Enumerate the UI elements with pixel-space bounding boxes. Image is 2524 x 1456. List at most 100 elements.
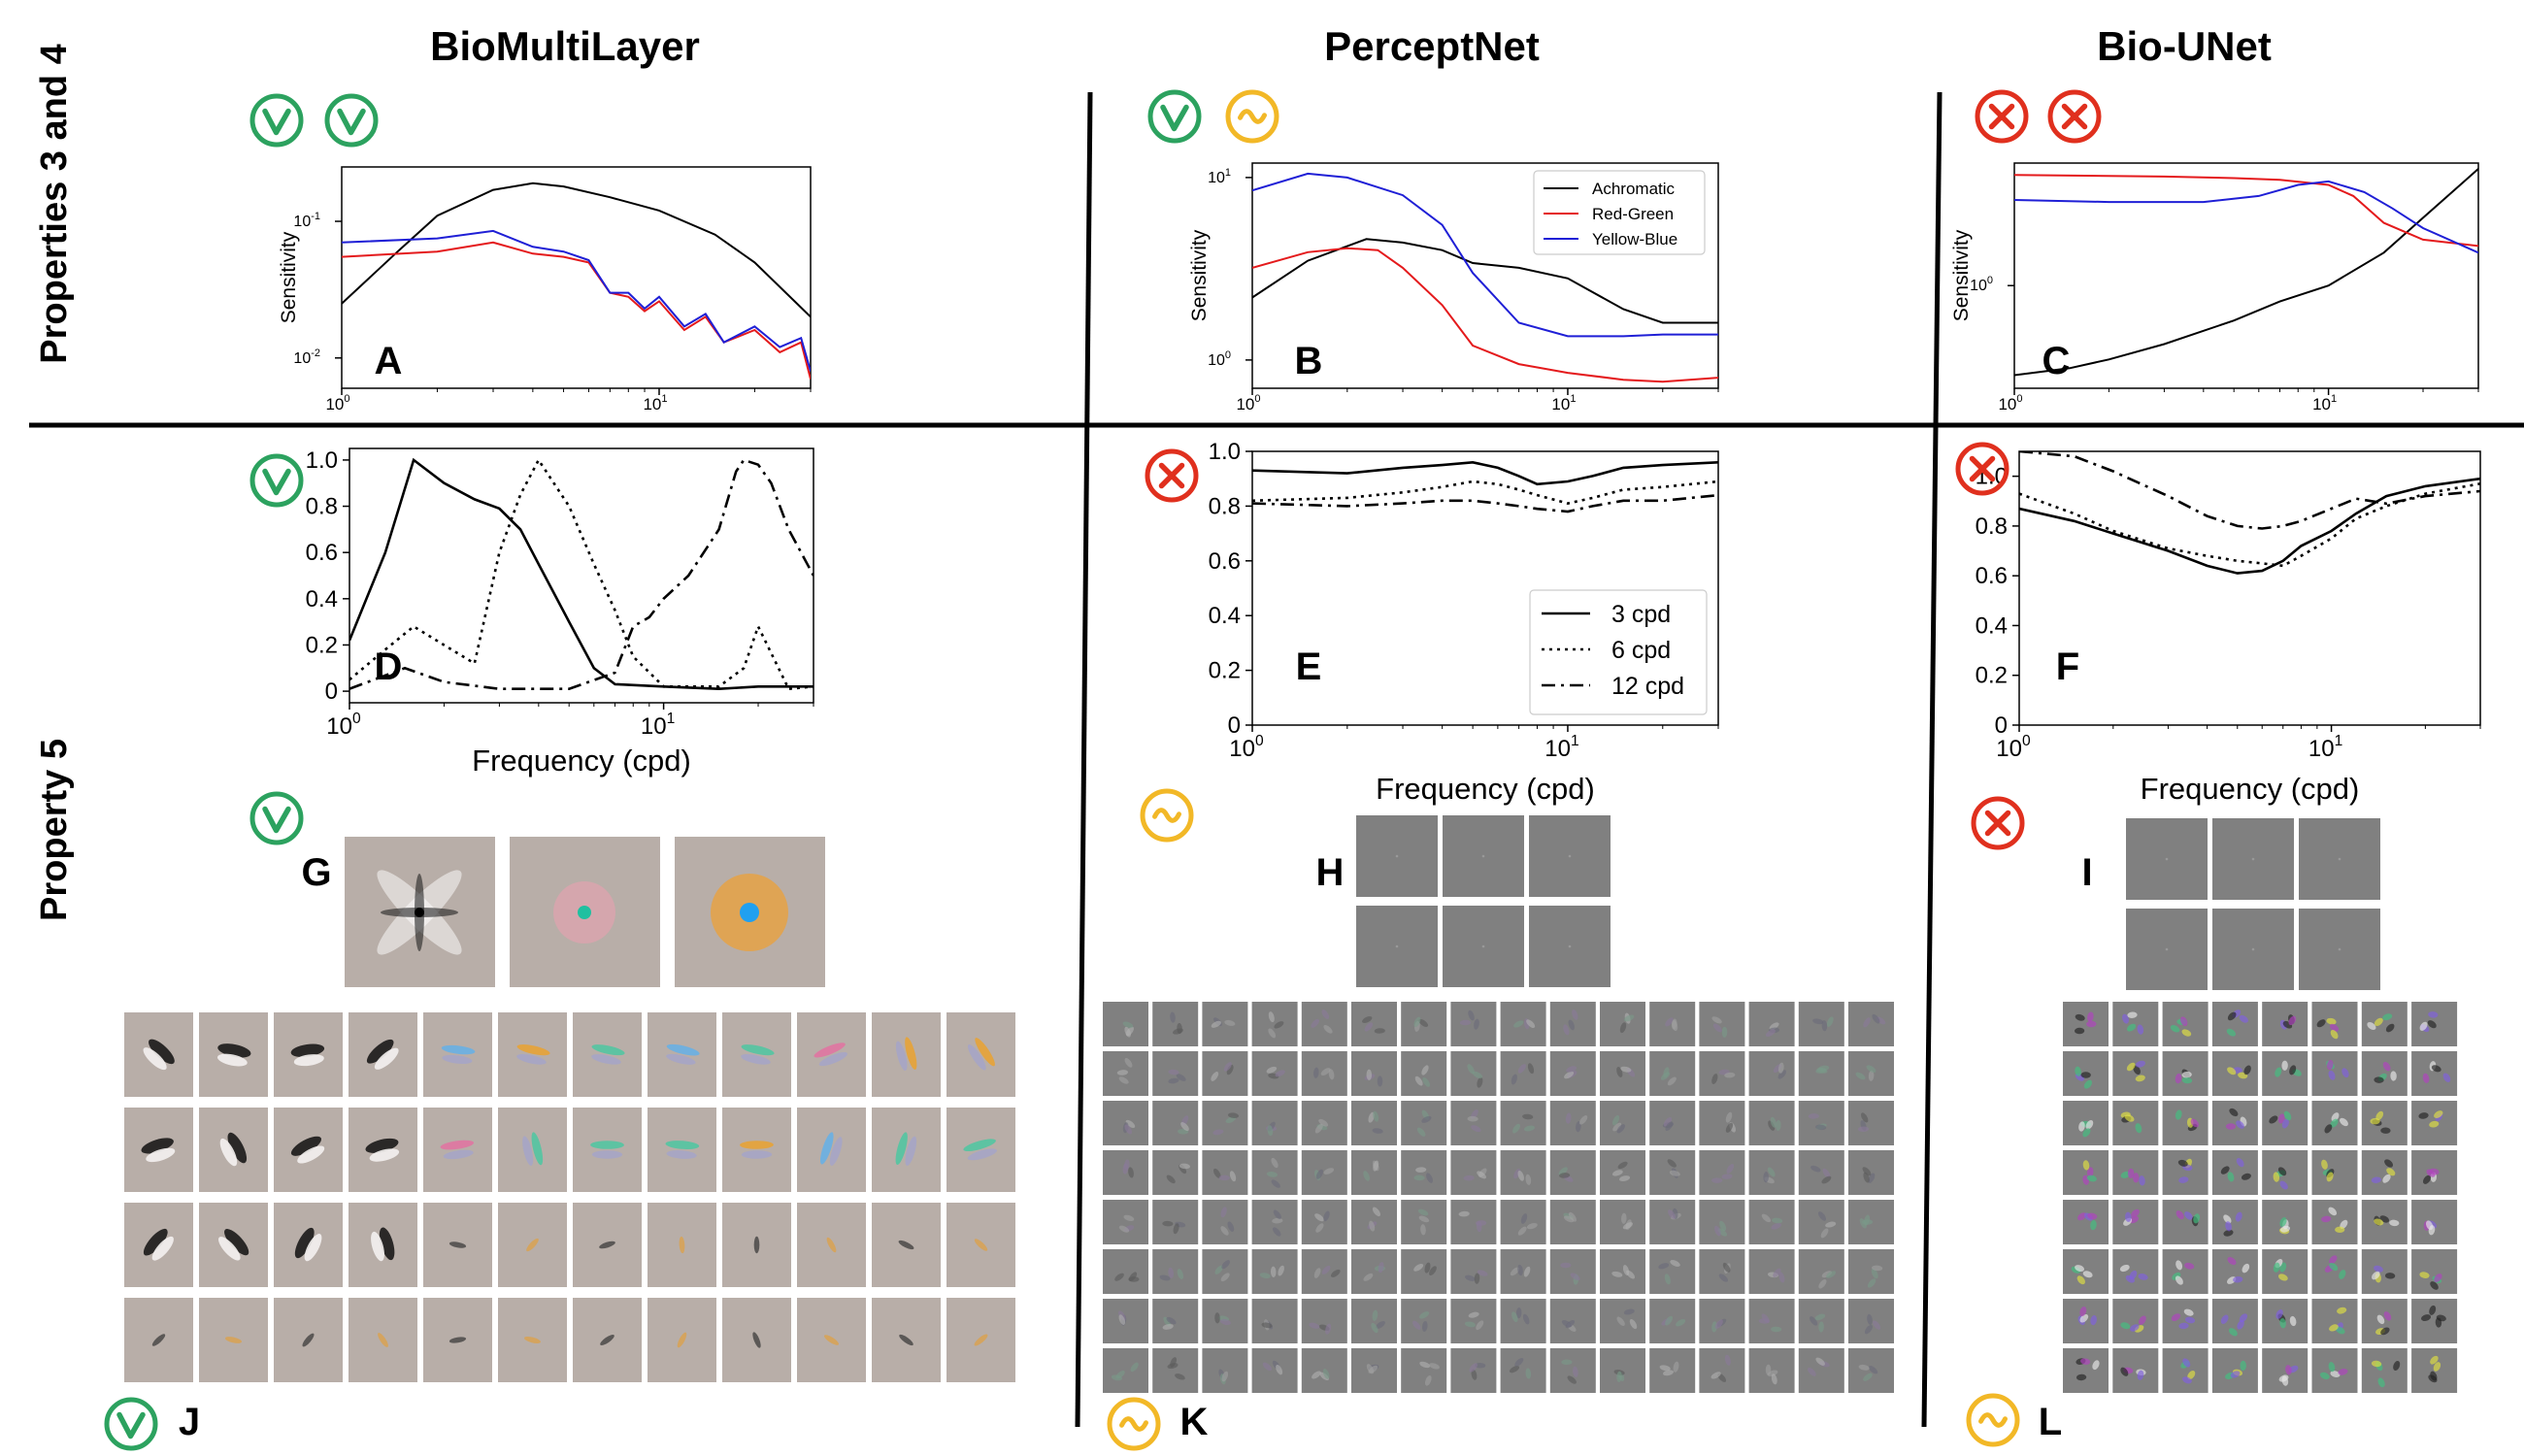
- filter-patch: [1301, 1299, 1347, 1343]
- filter-patch: [2411, 1002, 2458, 1046]
- filter-patch: [1103, 1348, 1148, 1393]
- filter-patch: [1600, 1348, 1645, 1393]
- filter-patch: [1103, 1002, 1148, 1046]
- filter-patch: [1848, 1299, 1894, 1343]
- x-tick-label: 101: [2308, 733, 2342, 762]
- filter-patch: [2211, 1101, 2258, 1145]
- filter-patch: [349, 1012, 417, 1097]
- gray-patch: [2126, 909, 2208, 990]
- legend: 3 cpd 6 cpd 12 cpd: [1529, 589, 1708, 715]
- filter-patch: [2411, 1051, 2458, 1096]
- legend-label: 3 cpd: [1611, 601, 1671, 628]
- filter-patch: [1401, 1002, 1447, 1046]
- filter-patch: [498, 1012, 567, 1097]
- y-tick-exponent: -2: [311, 347, 320, 359]
- approx-icon: [1966, 1393, 2020, 1447]
- filter-patch: [2162, 1249, 2208, 1294]
- y-axis-label: Sensitivity: [1950, 229, 1973, 321]
- filter-patch: [946, 1108, 1015, 1192]
- filter-patch: [2361, 1101, 2408, 1145]
- y-tick-exponent: -1: [311, 211, 320, 222]
- filter-patch: [1251, 1348, 1298, 1393]
- filter-patch: [124, 1203, 193, 1287]
- filter-patch: [349, 1203, 417, 1287]
- x-tick-label: 101: [1551, 393, 1576, 414]
- filter-patch: [1748, 1299, 1795, 1343]
- filter-patch: [1103, 1051, 1148, 1096]
- filter-patch: [2162, 1299, 2208, 1343]
- x-tick-exponent: 1: [1570, 393, 1576, 405]
- filter-patch: [1202, 1249, 1248, 1294]
- approx-icon: [1107, 1397, 1161, 1451]
- filter-patch: [1748, 1101, 1795, 1145]
- filter-patch: [1549, 1348, 1596, 1393]
- filter-patch: [2361, 1200, 2408, 1244]
- filter-patch: [1798, 1348, 1844, 1393]
- series-line-achromatic: [342, 182, 811, 318]
- gray-patch: [1529, 906, 1611, 987]
- filter-patch: [349, 1298, 417, 1382]
- filter-patch: [2211, 1249, 2258, 1294]
- y-tick-exponent: 1: [1225, 167, 1231, 179]
- filter-patch: [1500, 1150, 1546, 1195]
- filter-patch: [2361, 1299, 2408, 1343]
- filter-patch: [797, 1012, 866, 1097]
- filter-patch: [2211, 1299, 2258, 1343]
- series-line-yellow-blue: [1252, 172, 1718, 338]
- filter-patch: [1848, 1249, 1894, 1294]
- y-tick-label: 0.2: [1209, 658, 1241, 684]
- filter-patch: [1351, 1002, 1397, 1046]
- x-tick-exponent: 0: [1254, 393, 1260, 405]
- check-icon: [324, 93, 379, 148]
- series-line-achromatic: [2014, 168, 2478, 377]
- filter-patch: [1450, 1249, 1497, 1294]
- filter-patch: [423, 1012, 492, 1097]
- filter-patch: [1103, 1150, 1148, 1195]
- filter-patch: [872, 1203, 941, 1287]
- column-header-biounet: Bio-UNet: [2097, 23, 2272, 69]
- filter-patch: [1699, 1002, 1745, 1046]
- y-tick-label: 0.6: [1976, 563, 2008, 589]
- series-line-yellow-blue: [2014, 180, 2478, 254]
- filter-patch: [2311, 1200, 2358, 1244]
- filter-patch: [2411, 1101, 2458, 1145]
- plot-frame: [2018, 450, 2481, 726]
- y-tick-label: 0: [1228, 712, 1241, 739]
- filter-patch: [1699, 1200, 1745, 1244]
- filter-patch: [124, 1108, 193, 1192]
- filter-patch: [1152, 1348, 1199, 1393]
- check-icon: [249, 93, 304, 148]
- filter-patch: [1351, 1249, 1397, 1294]
- filter-patch: [1351, 1101, 1397, 1145]
- legend-label: Red-Green: [1592, 205, 1674, 223]
- filter-patch: [1798, 1249, 1844, 1294]
- gray-patch: [2299, 909, 2380, 990]
- gray-patch: [1443, 815, 1524, 897]
- filter-patch: [1401, 1150, 1447, 1195]
- filter-patch: [1748, 1051, 1795, 1096]
- filter-patch: [648, 1012, 716, 1097]
- filter-patch: [1152, 1101, 1199, 1145]
- legend-label: 12 cpd: [1611, 673, 1684, 700]
- chart-D: 100 101 0 0.2 0.4 0.6 0.8 1.0 Frequency (cpd): [306, 447, 814, 778]
- y-tick-exponent: 0: [1987, 275, 1993, 286]
- y-tick-label: 10-1: [293, 211, 320, 230]
- status-icons-layer: [104, 89, 2102, 1451]
- filter-patch: [573, 1203, 642, 1287]
- filter-patch: [2063, 1150, 2109, 1195]
- filter-patch: [1202, 1150, 1248, 1195]
- filter-patch: [722, 1012, 791, 1097]
- filter-patch: [1848, 1200, 1894, 1244]
- filter-patch: [1649, 1249, 1696, 1294]
- filter-patch: [1500, 1101, 1546, 1145]
- filter-patch: [1699, 1051, 1745, 1096]
- filter-patch: [498, 1108, 567, 1192]
- panel-letter-c: C: [2042, 340, 2071, 382]
- filter-patch: [1748, 1150, 1795, 1195]
- x-tick-exponent: 1: [661, 393, 667, 405]
- filter-patch: [1798, 1200, 1844, 1244]
- filter-patch: [2112, 1002, 2159, 1046]
- gray-patch: [2126, 818, 2208, 900]
